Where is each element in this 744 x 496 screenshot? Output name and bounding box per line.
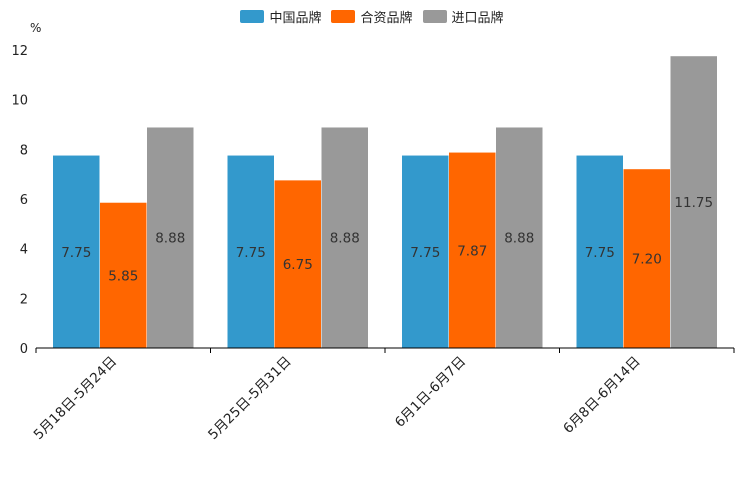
legend-item-joint-venture[interactable]: 合资品牌	[331, 7, 413, 26]
bar	[449, 152, 496, 348]
bar-value-label: 8.88	[330, 231, 360, 247]
legend-label-domestic: 中国品牌	[269, 11, 322, 26]
bar-value-label: 7.75	[585, 245, 615, 261]
legend-item-domestic[interactable]: 中国品牌	[240, 7, 321, 26]
x-category-label: 5月18日-5月24日	[31, 354, 120, 443]
y-tick-label: 12	[11, 44, 28, 59]
bar	[321, 127, 368, 348]
x-category-label: 6月8日-6月14日	[560, 354, 643, 437]
bar-value-label: 7.75	[236, 245, 266, 261]
y-tick-label: 10	[11, 94, 28, 109]
bar	[576, 155, 623, 348]
bar	[496, 127, 543, 348]
y-tick-label: 4	[20, 243, 28, 258]
legend-swatch-joint-venture	[331, 10, 356, 23]
bar-value-label: 5.85	[108, 268, 138, 284]
bar	[53, 155, 100, 348]
legend-label-imported: 进口品牌	[451, 11, 504, 26]
y-axis-unit: %	[30, 21, 42, 35]
y-tick-label: 6	[20, 193, 28, 208]
legend-label-joint-venture: 合资品牌	[360, 11, 413, 26]
bar-value-label: 8.88	[504, 231, 534, 247]
bar	[227, 155, 274, 348]
bar-value-label: 7.75	[61, 245, 91, 261]
x-category-label: 5月25日-5月31日	[205, 354, 294, 443]
legend: 中国品牌 合资品牌 进口品牌	[0, 7, 744, 26]
bar	[147, 127, 194, 348]
y-tick-label: 8	[20, 143, 28, 158]
bar-value-label: 8.88	[155, 231, 185, 247]
bar	[670, 56, 717, 348]
bar-value-label: 7.20	[632, 252, 662, 268]
y-tick-label: 0	[20, 342, 28, 357]
bar	[100, 202, 147, 348]
bar	[623, 169, 670, 348]
legend-swatch-domestic	[240, 10, 265, 23]
bar-value-label: 6.75	[283, 257, 313, 273]
bar	[402, 155, 449, 348]
bar-value-label: 7.75	[410, 245, 440, 261]
y-tick-label: 2	[20, 292, 28, 307]
bar-value-label: 11.75	[674, 195, 713, 211]
x-category-label: 6月1日-6月7日	[392, 354, 469, 431]
legend-item-imported[interactable]: 进口品牌	[422, 7, 504, 26]
bar	[274, 180, 321, 348]
bar-value-label: 7.87	[457, 243, 487, 259]
legend-swatch-imported	[422, 10, 447, 23]
